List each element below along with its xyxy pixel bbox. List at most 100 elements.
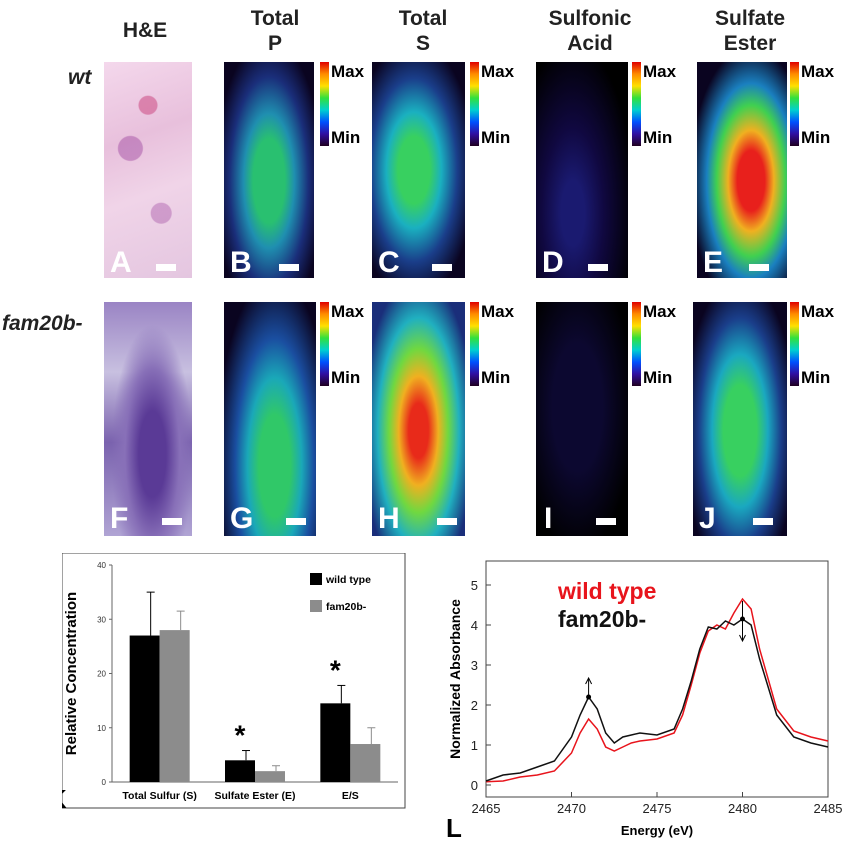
panel-f-he-image: F [104,302,192,536]
scale-bar [279,264,299,271]
column-header-total-p: Total P [250,7,300,55]
panel-letter-i: I [544,502,553,535]
colorbar-min-label: Min [801,128,831,147]
bar [129,635,160,782]
panel-letter-k: K [62,784,67,809]
scale-bar [753,518,773,525]
x-tick-label: 2480 [728,801,757,816]
colorbar-min-label: Min [481,368,511,387]
panel-letter-c: C [378,246,400,278]
scale-bar [596,518,616,525]
scale-bar [437,518,457,525]
panel-letter-a: A [110,246,132,278]
series-line [485,597,829,783]
bar [159,630,190,782]
colorbar [632,62,641,146]
panel-i-sulfonic-acid-map: I [536,302,628,536]
colorbar-min-label: Min [481,128,511,147]
bar [320,703,351,782]
colorbar-min-label: Min [331,368,361,387]
panel-letter-l: L [446,813,462,839]
y-tick-label: 10 [97,724,106,733]
colorbar-max-label: Max [801,302,835,321]
y-tick-label: 20 [97,670,106,679]
column-header-he: H&E [122,19,168,42]
plot-frame [485,560,829,798]
scale-bar [749,264,769,271]
scale-bar [162,518,182,525]
colorbar-max-label: Max [481,302,515,321]
y-tick-label: 0 [102,778,107,787]
y-tick-label: 1 [471,738,478,753]
colorbar [632,302,641,386]
colorbar [790,62,799,146]
x-tick-label: E/S [342,790,359,802]
row-label-fam20b: fam20b- [2,312,83,335]
column-header-total-s: Total S [398,7,448,55]
y-tick-label: 30 [97,615,106,624]
y-tick-label: 4 [471,618,478,633]
legend-label: wild type [557,578,656,604]
y-axis-label: Normalized Absorbance [447,599,463,759]
row-label-wt: wt [68,66,92,89]
y-tick-label: 0 [471,778,478,793]
x-tick-label: Sulfate Ester (E) [214,790,295,802]
bar-chart-k: 0 10 20 30 40 Relative Concentration Total Sul… [62,553,406,809]
significance-marker: * [235,720,246,751]
panel-c-total-s-map: C [372,62,465,278]
panel-g-total-p-map: G [224,302,316,536]
scale-bar [588,264,608,271]
scale-bar [286,518,306,525]
colorbar [320,302,329,386]
x-tick-label: 2470 [557,801,586,816]
panel-h-total-s-map: H [372,302,465,536]
colorbar-min-label: Min [331,128,361,147]
colorbar [470,62,479,146]
x-tick-label: 2465 [472,801,501,816]
significance-marker: * [330,654,341,685]
colorbar [320,62,329,146]
colorbar-max-label: Max [331,302,365,321]
x-axis-label: Energy (eV) [621,823,693,838]
colorbar-max-label: Max [643,302,677,321]
scale-bar [156,264,176,271]
y-tick-label: 5 [471,578,478,593]
x-tick-label: Total Sulfur (S) [122,790,196,802]
panel-d-sulfonic-acid-map: D [536,62,628,278]
bar [350,744,381,782]
annotation-arrowhead [739,634,746,643]
annotation-arrowhead [585,676,593,685]
panel-letter-h: H [378,502,400,535]
colorbar-max-label: Max [801,62,835,81]
x-tick-label: 2485 [814,801,842,816]
column-header-sulfate-ester: Sulfate Ester [714,7,785,55]
panel-e-sulfate-ester-map: E [697,62,787,278]
colorbar [790,302,799,386]
legend-label: wild type [325,574,371,586]
colorbar-max-label: Max [331,62,365,81]
x-tick-label: 2475 [643,801,672,816]
legend-swatch [310,573,322,585]
panel-letter-d: D [542,246,564,278]
panel-letter-b: B [230,246,252,278]
series-line [485,618,829,782]
panel-j-sulfate-ester-map: J [693,302,787,536]
panel-a-he-image: A [104,62,192,278]
colorbar [470,302,479,386]
y-tick-label: 3 [471,658,478,673]
legend-swatch [310,600,322,612]
colorbar-min-label: Min [643,368,673,387]
y-axis-label: Relative Concentration [63,592,80,755]
y-tick-label: 40 [97,561,106,570]
colorbar-max-label: Max [643,62,677,81]
scale-bar [432,264,452,271]
colorbar-max-label: Max [481,62,515,81]
colorbar-min-label: Min [643,128,673,147]
panel-letter-j: J [699,502,716,535]
bar [255,771,285,782]
bar [225,760,255,782]
y-tick-label: 2 [471,698,478,713]
panel-letter-f: F [110,502,129,535]
panel-letter-g: G [230,502,254,535]
legend-label: fam20b- [326,601,367,613]
